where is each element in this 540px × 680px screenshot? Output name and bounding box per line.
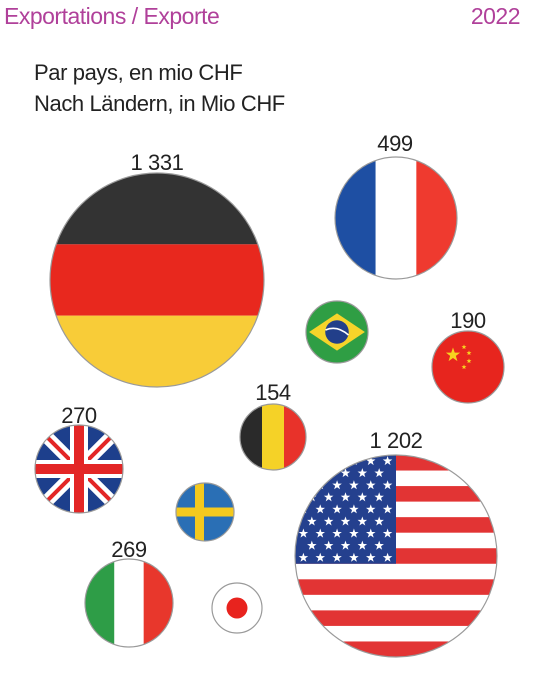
bubble-sweden [175,482,235,542]
china-flag [432,331,504,403]
germany-flag [50,173,264,387]
bubble-japan [211,582,263,634]
uk-flag [35,425,123,513]
belgium-flag [240,404,306,470]
brazil-flag [306,301,368,363]
france-flag [335,157,457,279]
sweden-flag [176,483,234,541]
chart-title: Exportations / Exporte [4,3,220,29]
bubble-germany [49,172,265,388]
value-label-germany: 1 331 [130,150,183,175]
value-label-united-states: 1 202 [369,428,422,453]
value-label-italy: 269 [111,537,147,562]
japan-flag [212,583,262,633]
subtitle-french: Par pays, en mio CHF [34,60,243,85]
chart-year: 2022 [470,3,521,29]
bubble-italy [84,558,174,648]
bubble-brazil [305,300,369,364]
value-label-china: 190 [450,308,486,333]
usa-flag [295,455,497,657]
value-label-united-kingdom: 270 [61,403,97,428]
bubble-united-kingdom [34,424,124,514]
subtitle-german: Nach Ländern, in Mio CHF [34,91,285,116]
bubble-china [431,330,505,404]
bubble-united-states [294,454,498,658]
value-label-belgium: 154 [255,380,291,405]
value-label-france: 499 [377,131,413,156]
bubble-france [334,156,458,280]
bubble-belgium [239,403,307,471]
